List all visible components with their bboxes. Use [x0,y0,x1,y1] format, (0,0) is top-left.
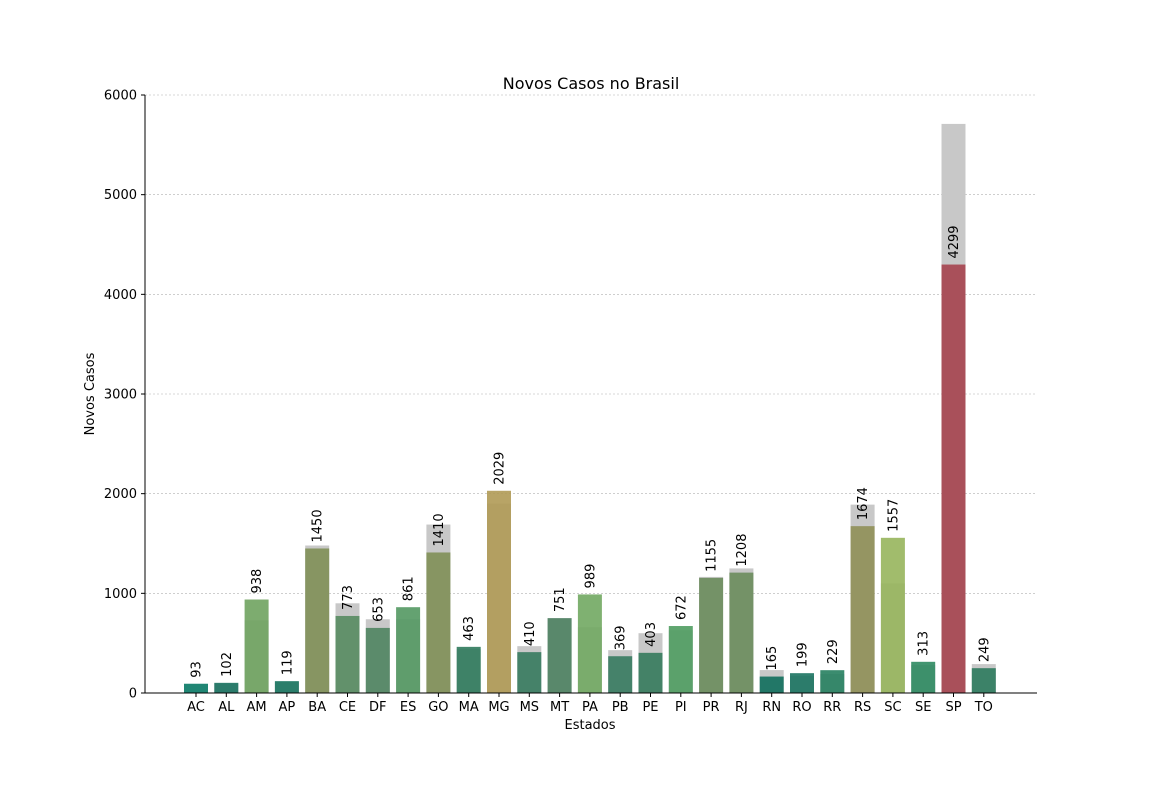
y-ticks: 0 1000 2000 3000 4000 5000 6000 [104,89,145,702]
data-label: 2029 [493,452,508,485]
x-tick-label: MG [488,700,509,715]
x-tick-label: BA [308,700,326,715]
bars-main-series [184,264,996,693]
x-tick-label: MT [550,700,569,715]
data-label: 1557 [886,499,901,532]
y-axis-label: Novos Casos [83,352,98,435]
y-tick-label: 6000 [104,89,137,104]
data-label: 249 [977,637,992,662]
data-label: 861 [402,576,417,601]
bar [577,594,602,693]
data-label: 1155 [705,539,720,572]
data-label: 751 [553,587,568,612]
data-label: 102 [220,652,235,677]
x-tick-label: SC [884,700,901,715]
bar [668,626,693,693]
data-label: 463 [462,616,477,641]
data-label: 165 [765,646,780,671]
data-label: 672 [674,595,689,620]
bar [184,683,208,693]
y-tick-label: 3000 [104,388,137,403]
bar [699,577,724,693]
x-ticks: AC AL AM AP BA CE DF ES GO MA MG MS MT PA PB PE PI PR RJ RN… [187,693,993,715]
bar [335,615,360,693]
x-tick-label: MA [459,700,479,715]
bar [456,646,481,693]
bar [305,548,330,693]
bar [820,670,845,693]
x-tick-label: PA [582,700,598,715]
grid-lines [145,94,1037,594]
data-label: 4299 [947,225,962,258]
x-tick-label: SP [945,700,961,715]
bar [487,490,511,693]
y-tick-label: 5000 [104,188,137,203]
data-label: 773 [341,585,356,610]
bar [759,676,784,693]
y-tick-label: 2000 [104,487,137,502]
x-tick-label: RO [792,700,811,715]
data-label: 1410 [432,513,447,546]
x-tick-label: PB [612,700,629,715]
data-label: 1450 [311,509,326,542]
x-tick-label: PR [703,700,720,715]
x-tick-label: SE [915,700,931,715]
bar [274,681,299,693]
data-label: 1208 [735,534,750,567]
bar [880,537,905,693]
data-label: 93 [190,661,205,678]
x-tick-label: RR [823,700,841,715]
x-tick-label: RS [854,700,871,715]
bar [244,599,269,693]
data-labels: 93 102 938 119 1450 773 653 861 1410 463 2029 410 75… [190,225,993,677]
data-label: 119 [280,650,295,675]
x-tick-label: CE [339,700,356,715]
x-tick-label: DF [369,700,387,715]
x-tick-label: PI [675,700,687,715]
data-label: 403 [644,622,659,647]
x-tick-label: AL [218,700,235,715]
x-tick-label: RN [762,700,781,715]
bar [396,607,421,693]
bar [729,572,754,693]
data-label: 229 [826,639,841,664]
bar [365,627,390,693]
y-tick-label: 0 [129,687,137,702]
data-label: 313 [917,631,932,656]
x-tick-label: TO [974,700,993,715]
data-label: 369 [614,625,629,650]
x-tick-label: AC [187,700,205,715]
bar [638,652,663,693]
bar [941,264,966,693]
x-tick-label: PE [642,700,658,715]
data-label: 199 [796,642,811,667]
data-label: 989 [583,564,598,589]
bar [971,668,996,693]
x-tick-label: ES [400,700,416,715]
bar [911,661,936,693]
data-label: 1674 [856,487,871,520]
bar [517,652,542,693]
x-tick-label: AM [247,700,267,715]
y-tick-label: 1000 [104,587,137,602]
x-tick-label: RJ [735,700,748,715]
bar [426,552,451,693]
x-tick-label: AP [279,700,296,715]
x-tick-label: MS [520,700,539,715]
data-label: 410 [523,621,538,646]
data-label: 938 [250,569,265,594]
x-tick-label: GO [428,700,448,715]
bar [850,526,875,693]
bar [214,682,239,693]
x-axis-label: Estados [564,718,615,733]
bar [608,656,633,693]
bar [790,673,814,693]
bar [547,618,572,693]
data-label: 653 [371,597,386,622]
chart-title: Novos Casos no Brasil [503,74,680,93]
y-tick-label: 4000 [104,288,137,303]
